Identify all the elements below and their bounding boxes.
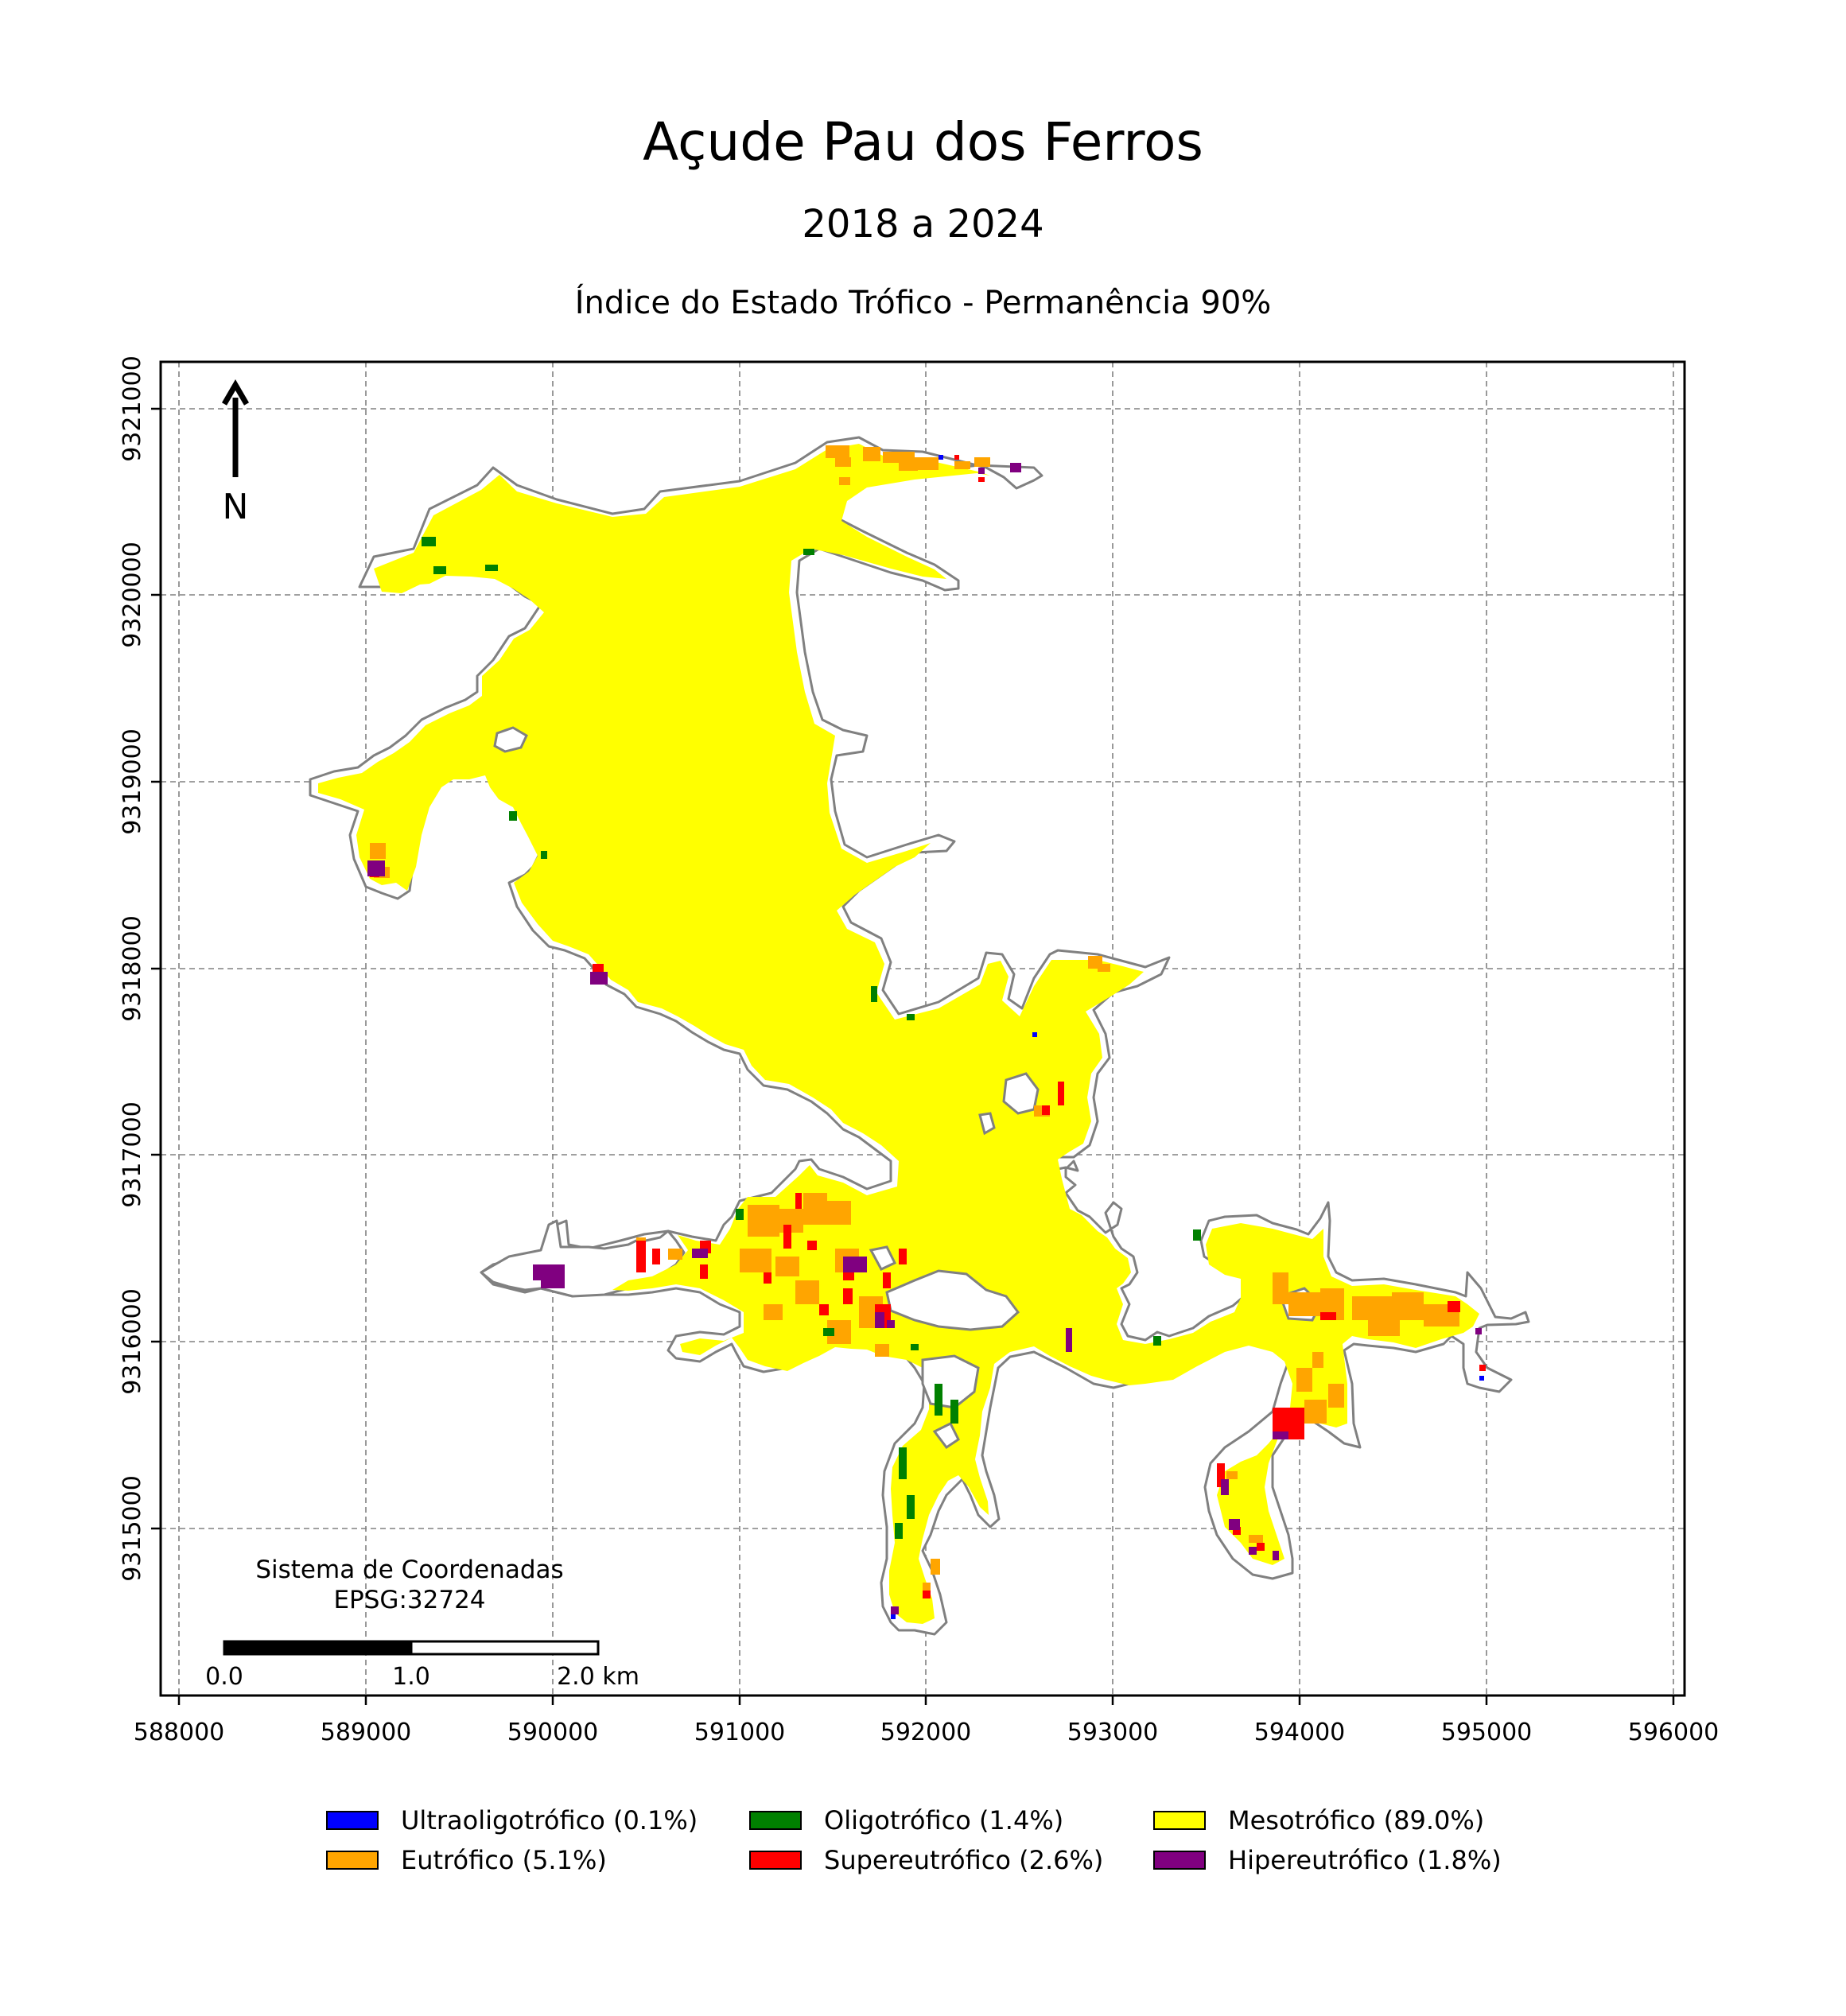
x-tick-label: 596000 — [1628, 1719, 1720, 1746]
reservoir-outline-west — [480, 1219, 686, 1298]
legend-item: Hipereutrófico (1.8%) — [1153, 1845, 1502, 1875]
y-tick-label: 9320000 — [119, 542, 146, 648]
x-tick-label: 595000 — [1441, 1719, 1533, 1746]
x-tick-label: 592000 — [880, 1719, 972, 1746]
north-label: N — [223, 487, 249, 527]
scale-label: 1.0 — [392, 1663, 430, 1691]
north-arrow-icon — [221, 379, 250, 477]
legend-label: Supereutrófico (2.6%) — [824, 1845, 1104, 1875]
crs-label: Sistema de Coordenadas — [255, 1556, 563, 1584]
y-tick-label: 9316000 — [119, 1288, 146, 1395]
axis-ticks — [151, 407, 1675, 1705]
x-tick-label: 593000 — [1067, 1719, 1159, 1746]
scale-label: 0.0 — [205, 1663, 243, 1691]
legend-swatch — [749, 1811, 802, 1830]
period-subtitle: 2018 a 2024 — [802, 202, 1044, 247]
x-tick-label: 594000 — [1254, 1719, 1346, 1746]
index-title: Índice do Estado Trófico - Permanência 9… — [574, 285, 1272, 321]
legend-swatch — [1153, 1811, 1206, 1830]
legend-swatch — [326, 1811, 379, 1830]
map-frame — [159, 360, 1686, 1697]
legend-label: Ultraoligotrófico (0.1%) — [401, 1805, 698, 1835]
legend-label: Mesotrófico (89.0%) — [1228, 1805, 1485, 1835]
legend-item: Ultraoligotrófico (0.1%) — [326, 1805, 698, 1835]
legend-label: Oligotrófico (1.4%) — [824, 1805, 1064, 1835]
y-tick-label: 9319000 — [119, 728, 146, 835]
legend-swatch — [1153, 1851, 1206, 1870]
x-tick-label: 588000 — [134, 1719, 225, 1746]
scale-label: 2.0 km — [557, 1663, 639, 1691]
class-patches — [367, 445, 1486, 1619]
legend-swatch — [749, 1851, 802, 1870]
map-title: Açude Pau dos Ferros — [643, 111, 1203, 173]
y-tick-label: 9321000 — [119, 355, 146, 462]
y-tick-label: 9318000 — [119, 915, 146, 1022]
crs-code: EPSG:32724 — [333, 1586, 485, 1614]
legend-item: Mesotrófico (89.0%) — [1153, 1805, 1484, 1835]
reservoir — [309, 436, 1530, 1636]
y-tick-label: 9317000 — [119, 1101, 146, 1208]
y-tick-label: 9315000 — [119, 1475, 146, 1582]
x-tick-label: 589000 — [321, 1719, 412, 1746]
legend-item: Supereutrófico (2.6%) — [749, 1845, 1103, 1875]
legend-label: Hipereutrófico (1.8%) — [1228, 1845, 1502, 1875]
scale-bar — [223, 1640, 600, 1656]
legend-item: Eutrófico (5.1%) — [326, 1845, 607, 1875]
x-tick-label: 590000 — [507, 1719, 599, 1746]
x-tick-label: 591000 — [694, 1719, 786, 1746]
legend-swatch — [326, 1851, 379, 1870]
legend-item: Oligotrófico (1.4%) — [749, 1805, 1063, 1835]
legend-label: Eutrófico (5.1%) — [401, 1845, 607, 1875]
legend: Ultraoligotrófico (0.1%) Oligotrófico (1… — [326, 1805, 1567, 1901]
